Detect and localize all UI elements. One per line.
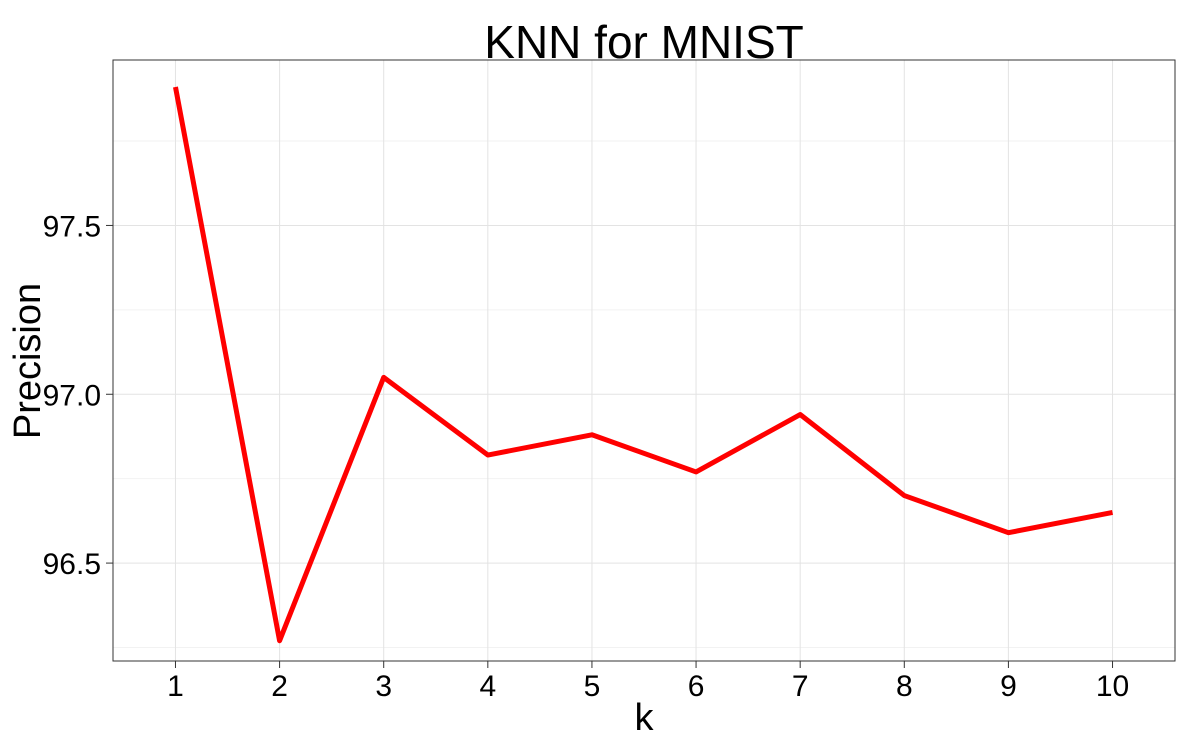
y-tick-label: 97.5 xyxy=(43,210,101,243)
x-tick-label: 5 xyxy=(584,670,601,703)
grid xyxy=(113,60,1175,661)
series-layer xyxy=(173,86,1114,644)
y-tick-label: 96.5 xyxy=(43,548,101,581)
x-tick-label: 6 xyxy=(688,670,705,703)
x-tick-label: 8 xyxy=(896,670,913,703)
x-tick-label: 7 xyxy=(792,670,809,703)
axis-ticks: 1 2 3 4 5 6 7 8 9 10 96.5 97.0 97.5 xyxy=(43,210,1130,703)
x-tick-label: 4 xyxy=(479,670,496,703)
x-tick-label: 1 xyxy=(167,670,184,703)
x-tick-label: 10 xyxy=(1096,670,1129,703)
plot-panel-border xyxy=(112,59,1176,662)
x-tick-label: 3 xyxy=(375,670,392,703)
chart-title: KNN for MNIST xyxy=(484,16,803,68)
series-line-1 xyxy=(173,86,1114,644)
x-axis-title: k xyxy=(635,697,655,738)
y-tick-label: 97.0 xyxy=(43,379,101,412)
x-tick-label: 2 xyxy=(271,670,288,703)
x-tick-label: 9 xyxy=(1000,670,1017,703)
y-axis-title: Precision xyxy=(7,283,49,439)
